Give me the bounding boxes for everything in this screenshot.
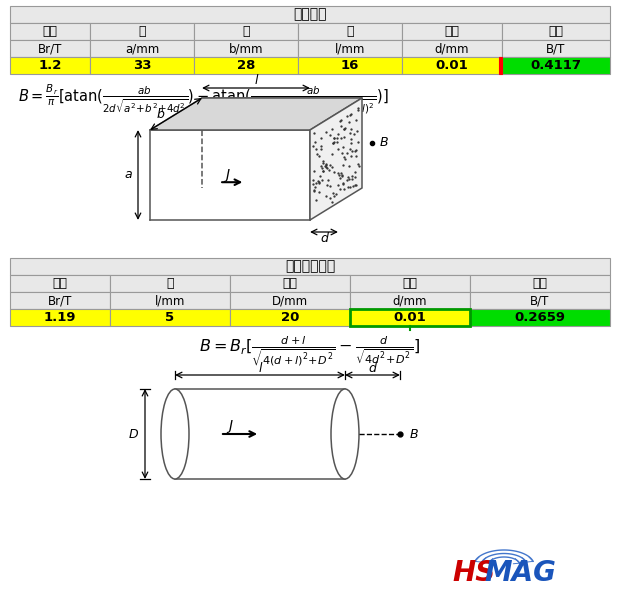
Text: l: l xyxy=(254,74,258,88)
Text: a: a xyxy=(124,169,132,181)
Text: d: d xyxy=(368,361,376,374)
Bar xyxy=(499,57,502,74)
Bar xyxy=(194,40,298,57)
Text: a/mm: a/mm xyxy=(125,42,159,55)
Bar xyxy=(402,57,502,74)
Text: 0.4117: 0.4117 xyxy=(531,59,582,72)
Bar xyxy=(298,57,402,74)
Text: b/mm: b/mm xyxy=(229,42,264,55)
Text: 方块磁体: 方块磁体 xyxy=(293,7,327,22)
Text: d: d xyxy=(320,232,328,245)
Text: 28: 28 xyxy=(237,59,255,72)
Bar xyxy=(90,23,194,40)
Bar xyxy=(110,275,230,292)
Ellipse shape xyxy=(331,389,359,479)
Text: 0.01: 0.01 xyxy=(436,59,468,72)
Bar xyxy=(470,292,610,309)
Bar xyxy=(10,258,610,275)
Bar xyxy=(502,23,610,40)
Bar xyxy=(10,57,90,74)
Text: 宽: 宽 xyxy=(242,25,250,38)
Text: d/mm: d/mm xyxy=(392,294,427,307)
Text: l: l xyxy=(259,361,262,374)
Text: 距离: 距离 xyxy=(402,277,417,290)
Text: 表磁: 表磁 xyxy=(533,277,547,290)
Text: b: b xyxy=(156,107,164,121)
Bar xyxy=(90,57,194,74)
Bar xyxy=(470,309,610,326)
Text: MAG: MAG xyxy=(484,559,556,587)
Bar xyxy=(10,292,110,309)
Bar xyxy=(402,40,502,57)
Text: J: J xyxy=(225,168,229,182)
Bar xyxy=(10,40,90,57)
Text: B/T: B/T xyxy=(546,42,565,55)
Text: B/T: B/T xyxy=(530,294,550,307)
Bar xyxy=(298,40,402,57)
Bar xyxy=(502,57,610,74)
Bar xyxy=(350,309,470,326)
Text: 直径: 直径 xyxy=(283,277,298,290)
Bar xyxy=(230,309,350,326)
Bar xyxy=(90,40,194,57)
Text: 高: 高 xyxy=(346,25,354,38)
Text: D/mm: D/mm xyxy=(272,294,308,307)
Bar xyxy=(402,23,502,40)
Bar xyxy=(230,292,350,309)
Bar xyxy=(230,275,350,292)
Text: 剩磁: 剩磁 xyxy=(53,277,68,290)
Bar xyxy=(110,309,230,326)
Text: 表磁: 表磁 xyxy=(549,25,564,38)
Text: 轴向磁化圆棒: 轴向磁化圆棒 xyxy=(285,259,335,274)
Text: 1.2: 1.2 xyxy=(38,59,61,72)
Text: B: B xyxy=(380,136,389,149)
Text: 16: 16 xyxy=(341,59,359,72)
Bar xyxy=(350,275,470,292)
Bar xyxy=(194,57,298,74)
Bar xyxy=(10,6,610,23)
Text: 0.2659: 0.2659 xyxy=(515,311,565,324)
Text: J: J xyxy=(228,419,232,433)
Ellipse shape xyxy=(161,389,189,479)
Bar xyxy=(10,23,90,40)
Polygon shape xyxy=(310,98,362,220)
Text: D: D xyxy=(128,427,138,440)
Text: $B = \frac{B_r}{\pi}[\mathrm{atan}(\frac{ab}{2d\sqrt{a^2\!+\!b^2\!+\!4d^2}}) - \: $B = \frac{B_r}{\pi}[\mathrm{atan}(\frac… xyxy=(18,82,389,116)
Bar xyxy=(110,292,230,309)
Bar xyxy=(298,23,402,40)
Text: $B = B_r[\frac{d+l}{\sqrt{4(d+l)^2\!+\!D^2}} - \frac{d}{\sqrt{4d^2\!+\!D^2}}]$: $B = B_r[\frac{d+l}{\sqrt{4(d+l)^2\!+\!D… xyxy=(200,334,420,368)
Text: Br/T: Br/T xyxy=(48,294,72,307)
Text: Br/T: Br/T xyxy=(38,42,62,55)
Text: 距离: 距离 xyxy=(445,25,459,38)
Text: 0.01: 0.01 xyxy=(394,311,427,324)
Polygon shape xyxy=(150,98,362,130)
Bar xyxy=(470,275,610,292)
Bar xyxy=(502,40,610,57)
Text: 20: 20 xyxy=(281,311,299,324)
Text: B: B xyxy=(410,427,418,440)
Bar xyxy=(350,309,470,326)
Text: l/mm: l/mm xyxy=(155,294,185,307)
Text: d/mm: d/mm xyxy=(435,42,469,55)
Text: 长: 长 xyxy=(138,25,146,38)
Bar xyxy=(194,23,298,40)
Text: 剩磁: 剩磁 xyxy=(43,25,58,38)
Text: 1.19: 1.19 xyxy=(44,311,76,324)
Bar xyxy=(10,309,110,326)
Bar xyxy=(350,292,470,309)
Text: 33: 33 xyxy=(133,59,151,72)
Text: l/mm: l/mm xyxy=(335,42,365,55)
Text: HS: HS xyxy=(452,559,495,587)
Bar xyxy=(10,275,110,292)
Text: 5: 5 xyxy=(166,311,175,324)
Text: 高: 高 xyxy=(166,277,174,290)
